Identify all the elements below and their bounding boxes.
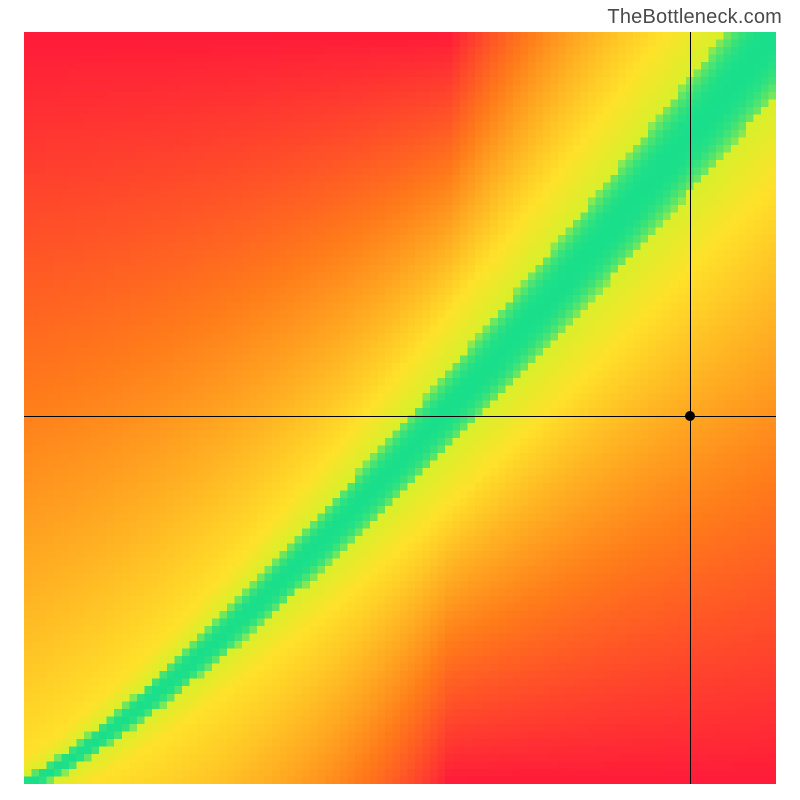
chart-container: TheBottleneck.com <box>0 0 800 800</box>
plot-area <box>24 32 776 784</box>
bottleneck-heatmap <box>24 32 776 784</box>
watermark-text: TheBottleneck.com <box>607 6 782 29</box>
